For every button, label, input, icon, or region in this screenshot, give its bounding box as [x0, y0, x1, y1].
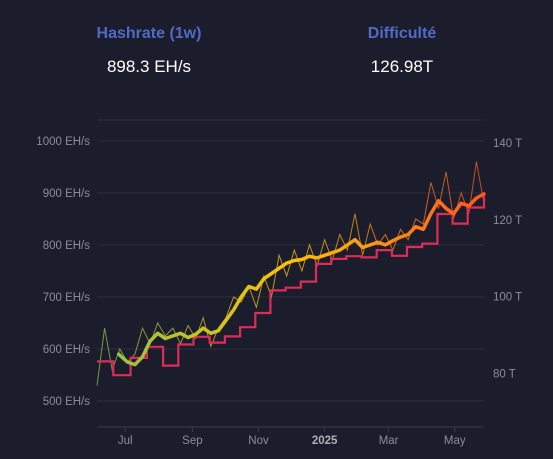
y-right-tick-label: 100 T	[493, 292, 522, 304]
x-tick-label: 2025	[312, 435, 338, 447]
difficulty-step-line	[97, 193, 486, 377]
hashrate-value: 898.3 EH/s	[106, 57, 192, 76]
x-tick-label: Mar	[379, 435, 399, 447]
hashrate-stat: Hashrate (1w) 898.3 EH/s	[69, 25, 229, 77]
y-left-tick-label: 900 EH/s	[43, 188, 91, 200]
hashrate-daily-line	[96, 161, 485, 386]
y-left-tick-label: 1000 EH/s	[36, 136, 90, 148]
y-left-tick-label: 500 EH/s	[43, 396, 91, 408]
difficulty-stat: Difficulté 126.98T	[322, 25, 482, 77]
x-tick-label: Jul	[118, 435, 133, 447]
x-tick-label: Sep	[182, 435, 202, 447]
difficulty-label: Difficulté	[367, 25, 437, 42]
y-left-tick-label: 600 EH/s	[43, 344, 91, 356]
difficulty-value: 126.98T	[370, 57, 434, 76]
y-left-tick-label: 800 EH/s	[43, 240, 91, 252]
x-tick-label: Nov	[248, 435, 269, 447]
hashrate-label: Hashrate (1w)	[96, 25, 202, 42]
x-tick-label: May	[444, 435, 466, 447]
hashrate-1w-line	[116, 192, 486, 367]
y-right-tick-label: 140 T	[493, 138, 522, 150]
y-right-tick-label: 80 T	[493, 368, 516, 380]
y-right-tick-label: 120 T	[493, 215, 522, 227]
y-left-tick-label: 700 EH/s	[43, 292, 91, 304]
